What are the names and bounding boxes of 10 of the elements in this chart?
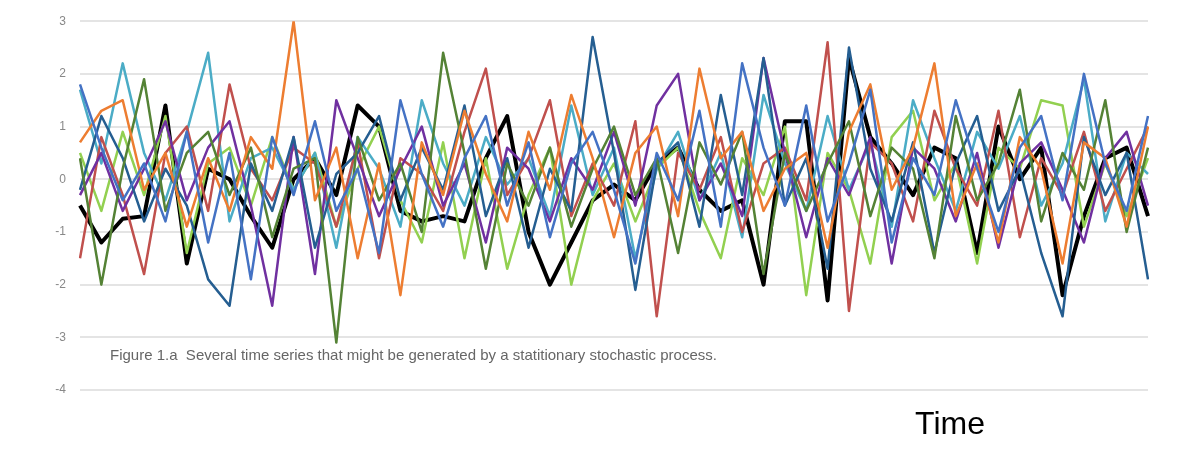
y-tick-label: -3 xyxy=(55,329,67,344)
y-tick-label: -1 xyxy=(55,224,67,239)
y-tick-label: 3 xyxy=(59,13,67,28)
y-tick-label: 1 xyxy=(59,118,67,133)
y-tick-label: 0 xyxy=(59,171,67,186)
y-tick-label: -4 xyxy=(55,382,67,397)
annotation: Figure 1.a Several time series that might be generated by a statitionary stochastic process. xyxy=(110,346,717,363)
x-axis-title: Time xyxy=(914,405,986,442)
y-tick-label: 2 xyxy=(59,66,67,81)
y-tick-label: -2 xyxy=(55,276,67,291)
